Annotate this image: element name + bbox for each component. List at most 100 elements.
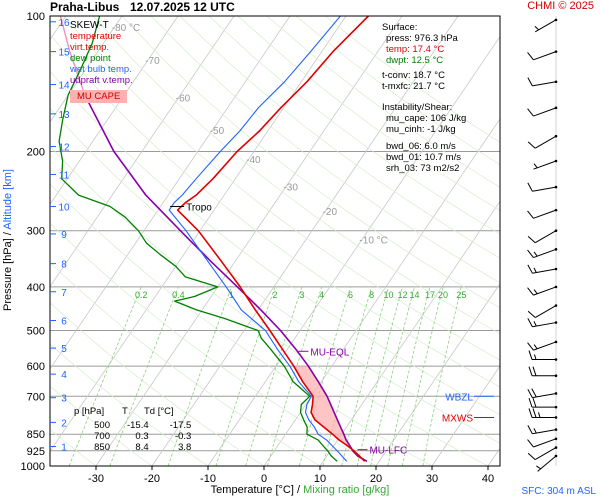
credit-text: CHMI © 2025	[527, 0, 594, 12]
mu-cape-area	[293, 366, 354, 451]
dry-adiabat	[237, 16, 500, 211]
altitude-tick-label: 1	[61, 442, 67, 453]
temp-tick-label: 10	[314, 473, 326, 485]
mixing-ratio-line	[370, 286, 415, 466]
wind-barb-half	[533, 321, 537, 327]
wind-barb-flag	[527, 77, 533, 87]
wind-barb	[528, 350, 558, 361]
wind-barb-flag	[528, 366, 533, 376]
legend: SKEW-T temperature virt.temp. dew point …	[70, 20, 133, 103]
isotherm-line	[431, 365, 500, 466]
altitude-tick-label: 4	[61, 370, 67, 381]
instability-bwd06: bwd_06: 6.0 m/s	[386, 141, 456, 152]
wind-barb-flag	[527, 182, 533, 192]
isotherm-line	[50, 16, 291, 370]
temp-tick-label: -30	[88, 473, 104, 485]
station-title: Praha-Libus	[50, 0, 120, 14]
dry-adiabat	[63, 16, 500, 361]
wind-barb-dot	[554, 405, 558, 409]
altitude-tick-label: 6	[61, 317, 67, 328]
wind-barb-dot	[554, 80, 558, 84]
mixing-ratio-line	[422, 286, 462, 466]
wind-barb-staff	[532, 81, 557, 87]
mixing-ratio-label: 4	[319, 290, 324, 300]
wind-barb	[527, 182, 558, 192]
temperature-line	[176, 16, 369, 462]
wind-barb-flag	[527, 425, 533, 434]
wind-barb-staff	[533, 107, 557, 117]
wind-barb-staff	[532, 186, 557, 192]
wind-barb-flag	[527, 342, 534, 351]
dry-adiabat	[50, 429, 97, 466]
temp-tick-label: 0	[261, 473, 267, 485]
wind-barb	[527, 318, 558, 328]
wind-barb-flag	[527, 389, 533, 398]
dry-adiabat	[50, 33, 500, 388]
isotherm-line	[319, 200, 500, 466]
table-row: 500 -15.4 -17.5	[94, 420, 192, 431]
pressure-tick-label: 200	[27, 146, 45, 158]
wind-barb-half	[534, 354, 537, 360]
surface-dwpt: dwpt: 12.5 °C	[386, 55, 444, 66]
updraft-vtemp-line	[84, 94, 368, 462]
x-axis-title: Temperature [°C] / Mixing ratio [g/kg]	[210, 484, 390, 496]
wind-barb-staff	[533, 438, 557, 448]
legend-item-virt-temp: virt.temp.	[70, 42, 110, 53]
dry-adiabat	[121, 16, 500, 309]
wind-barb-flag	[532, 397, 537, 408]
mixing-ratio-line	[267, 286, 323, 466]
temp-tick-label: -20	[144, 473, 160, 485]
dry-adiabat	[208, 16, 500, 235]
dry-adiabat	[92, 16, 500, 335]
dry-adiabat	[50, 302, 265, 466]
dry-adiabat	[50, 183, 433, 466]
level-label: WBZL	[445, 392, 473, 403]
altitude-tick-label: 5	[61, 344, 67, 355]
mixing-ratio-line	[167, 286, 232, 466]
wind-barb-dot	[554, 416, 558, 419]
dry-adiabat	[150, 16, 500, 284]
altitude-tick-label: 16	[58, 18, 70, 29]
wind-barb-dot	[554, 159, 558, 163]
wind-barb-flag	[527, 249, 534, 258]
level-label: MXWS	[442, 413, 473, 424]
wind-barb-staff	[534, 230, 557, 244]
isotherm-line	[544, 16, 600, 466]
wind-barb-flag	[527, 210, 534, 219]
mixing-ratio-line	[215, 286, 276, 466]
wind-barb	[527, 437, 558, 448]
wind-barb	[533, 159, 558, 170]
isotherm-line	[95, 16, 403, 466]
wind-barb-flag	[527, 264, 533, 274]
pressure-tick-label: 1000	[21, 461, 45, 473]
mu-cape-badge: MU CAPE	[70, 90, 128, 103]
wind-barb-flag	[527, 141, 536, 149]
dry-adiabat	[50, 145, 489, 466]
surface-tmxfc: t-mxfc: 21.7 °C	[382, 81, 445, 92]
wind-barb-staff	[533, 248, 557, 259]
wind-barb-flag	[527, 310, 536, 318]
isotherm-line	[50, 16, 235, 288]
mixing-ratio-label: 8	[369, 290, 374, 300]
table-row: 850 8.4 3.8	[94, 442, 192, 453]
wind-barb	[527, 388, 558, 399]
mixing-ratio-label: 3	[299, 290, 304, 300]
instability-srh03: srh_03: 73 m2/s2	[386, 163, 460, 174]
wind-barb-flag	[527, 236, 536, 244]
surface-title: Surface:	[382, 22, 418, 33]
surface-temp: temp: 17.4 °C	[386, 44, 445, 55]
table-header-td: Td [°C]	[144, 406, 174, 417]
mixing-ratio-line	[341, 286, 389, 466]
mixing-ratio-line	[402, 286, 444, 466]
temp-tick-label: -10	[200, 473, 216, 485]
wind-barb-half	[533, 163, 538, 169]
wind-barb-dot	[554, 50, 558, 53]
wind-barb-dot	[554, 437, 558, 441]
altitude-tick-label: 14	[58, 81, 70, 92]
wind-barb-dot	[554, 340, 558, 344]
legend-item-wet-bulb: wet bulb temp.	[70, 64, 132, 75]
plot-frame	[49, 15, 501, 467]
mixing-ratio-label: 14	[410, 290, 420, 300]
sounding-datetime: 12.07.2025 12 UTC	[130, 0, 235, 14]
instability-bwd01: bwd_01: 10.7 m/s	[386, 152, 461, 163]
